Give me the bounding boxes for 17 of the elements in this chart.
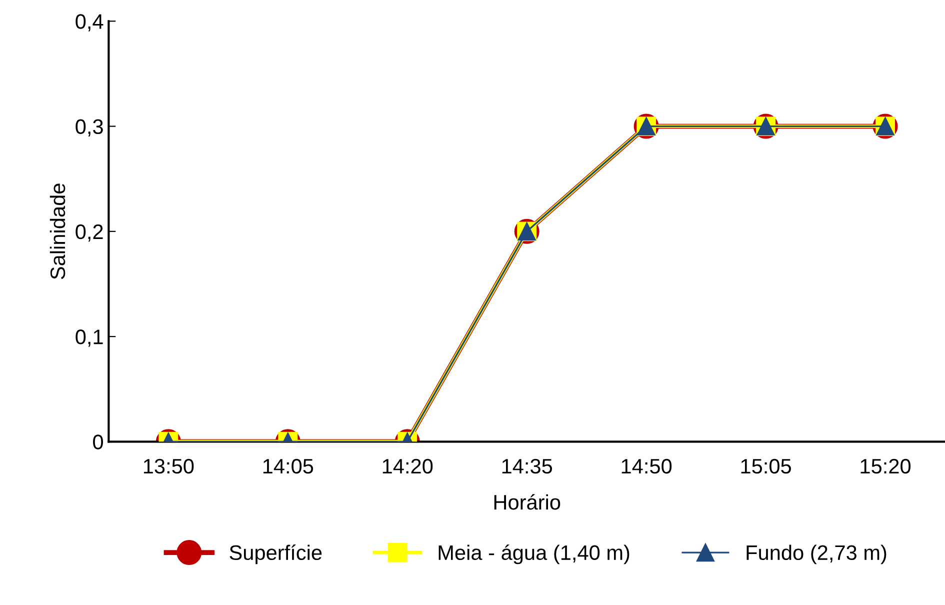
- x-tick-label: 14:35: [502, 458, 552, 474]
- y-tick-label: 0,2: [76, 224, 103, 242]
- y-tick-label: 0,1: [76, 330, 103, 347]
- x-tick-label: 15:05: [741, 458, 791, 474]
- legend-label: Meia - água (1,40 m): [438, 544, 630, 564]
- x-tick-label: 14:05: [263, 458, 314, 474]
- x-tick-label: 14:20: [382, 458, 433, 474]
- y-tick-label: 0,3: [76, 119, 103, 137]
- x-tick-label: 13:50: [144, 458, 194, 474]
- x-axis-title: Horário: [494, 494, 560, 510]
- legend-label: Superfície: [230, 544, 322, 564]
- y-axis-title: Salinidade: [50, 184, 66, 280]
- y-tick-label: 0: [93, 434, 103, 450]
- legend-label: Fundo (2,73 m): [746, 544, 886, 564]
- x-tick-label: 15:20: [860, 458, 911, 474]
- x-tick-label: 14:50: [622, 458, 672, 474]
- y-tick-label: 0,4: [76, 14, 104, 32]
